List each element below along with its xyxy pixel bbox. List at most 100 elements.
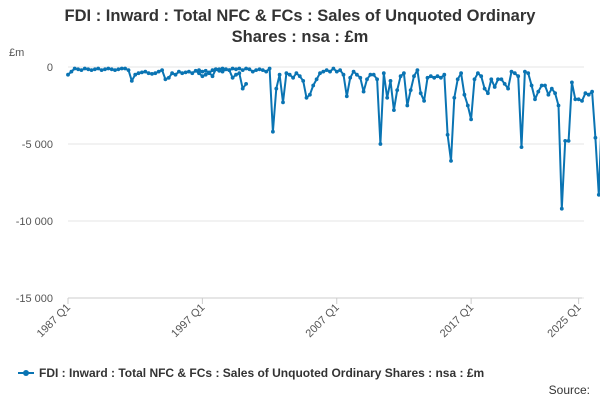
data-point[interactable] bbox=[445, 132, 450, 137]
data-point[interactable] bbox=[82, 66, 87, 71]
data-point[interactable] bbox=[106, 66, 111, 71]
data-point[interactable] bbox=[408, 88, 413, 92]
data-point[interactable] bbox=[230, 75, 235, 80]
data-point[interactable] bbox=[358, 75, 363, 80]
data-point[interactable] bbox=[546, 92, 551, 97]
data-point[interactable] bbox=[240, 68, 245, 72]
data-point[interactable] bbox=[109, 67, 114, 72]
data-point[interactable] bbox=[415, 68, 420, 72]
data-point[interactable] bbox=[156, 69, 161, 74]
data-point[interactable] bbox=[516, 74, 521, 79]
data-point[interactable] bbox=[237, 66, 242, 71]
data-point[interactable] bbox=[72, 66, 77, 71]
data-point[interactable] bbox=[143, 69, 148, 74]
data-point[interactable] bbox=[314, 77, 319, 82]
data-point[interactable] bbox=[96, 66, 101, 71]
data-point[interactable] bbox=[291, 75, 295, 80]
data-point[interactable] bbox=[99, 68, 104, 72]
data-point[interactable] bbox=[197, 71, 201, 76]
data-point[interactable] bbox=[207, 71, 212, 76]
data-point[interactable] bbox=[173, 72, 178, 77]
data-point[interactable] bbox=[230, 66, 235, 71]
data-point[interactable] bbox=[361, 89, 366, 94]
data-point[interactable] bbox=[570, 80, 574, 85]
data-point[interactable] bbox=[123, 66, 127, 71]
data-point[interactable] bbox=[449, 159, 453, 163]
data-point[interactable] bbox=[442, 72, 447, 77]
data-point[interactable] bbox=[227, 68, 232, 72]
data-point[interactable] bbox=[177, 69, 181, 74]
data-point[interactable] bbox=[425, 75, 430, 80]
data-point[interactable] bbox=[492, 85, 497, 89]
data-point[interactable] bbox=[166, 75, 171, 80]
data-point[interactable] bbox=[197, 68, 201, 72]
data-point[interactable] bbox=[499, 77, 504, 82]
data-point[interactable] bbox=[576, 97, 581, 102]
data-point[interactable] bbox=[368, 72, 373, 77]
data-point[interactable] bbox=[435, 74, 440, 79]
data-point[interactable] bbox=[318, 71, 322, 76]
data-point[interactable] bbox=[234, 67, 238, 72]
data-point[interactable] bbox=[355, 72, 359, 77]
data-point[interactable] bbox=[260, 68, 265, 72]
data-point[interactable] bbox=[412, 74, 416, 79]
data-point[interactable] bbox=[217, 67, 222, 72]
data-point[interactable] bbox=[526, 71, 531, 76]
data-point[interactable] bbox=[405, 103, 410, 108]
data-point[interactable] bbox=[247, 67, 252, 72]
data-point[interactable] bbox=[136, 71, 141, 76]
data-point[interactable] bbox=[76, 67, 80, 72]
data-point[interactable] bbox=[462, 92, 467, 97]
data-point[interactable] bbox=[220, 69, 225, 74]
data-point[interactable] bbox=[203, 68, 208, 73]
data-point[interactable] bbox=[388, 79, 393, 83]
data-point[interactable] bbox=[371, 72, 376, 77]
data-point[interactable] bbox=[244, 82, 249, 86]
data-point[interactable] bbox=[93, 67, 97, 72]
data-point[interactable] bbox=[385, 95, 390, 100]
data-point[interactable] bbox=[113, 68, 117, 72]
data-point[interactable] bbox=[506, 86, 510, 91]
data-point[interactable] bbox=[596, 192, 600, 197]
data-point[interactable] bbox=[163, 77, 168, 82]
data-point[interactable] bbox=[439, 75, 443, 80]
data-point[interactable] bbox=[180, 71, 185, 76]
data-point[interactable] bbox=[281, 100, 285, 105]
data-point[interactable] bbox=[146, 71, 151, 76]
data-point[interactable] bbox=[529, 83, 534, 88]
data-point[interactable] bbox=[428, 74, 433, 79]
data-point[interactable] bbox=[200, 74, 205, 79]
data-point[interactable] bbox=[224, 67, 228, 72]
data-point[interactable] bbox=[153, 71, 158, 76]
data-point[interactable] bbox=[334, 69, 339, 74]
data-point[interactable] bbox=[324, 68, 329, 72]
data-point[interactable] bbox=[422, 99, 426, 103]
data-point[interactable] bbox=[254, 68, 258, 72]
data-point[interactable] bbox=[331, 66, 336, 71]
data-point[interactable] bbox=[200, 69, 205, 74]
data-point[interactable] bbox=[274, 86, 279, 91]
data-point[interactable] bbox=[341, 72, 346, 77]
data-point[interactable] bbox=[559, 206, 564, 211]
data-point[interactable] bbox=[277, 72, 282, 77]
data-point[interactable] bbox=[476, 71, 480, 76]
data-point[interactable] bbox=[187, 69, 191, 74]
data-point[interactable] bbox=[237, 71, 242, 76]
data-point[interactable] bbox=[539, 83, 544, 88]
data-point[interactable] bbox=[244, 66, 249, 71]
data-point[interactable] bbox=[398, 74, 403, 79]
data-point[interactable] bbox=[119, 66, 124, 71]
data-point[interactable] bbox=[129, 79, 134, 83]
data-point[interactable] bbox=[170, 71, 175, 76]
data-point[interactable] bbox=[583, 91, 588, 96]
data-point[interactable] bbox=[365, 77, 369, 82]
data-point[interactable] bbox=[287, 72, 292, 77]
data-point[interactable] bbox=[580, 99, 584, 103]
data-point[interactable] bbox=[150, 72, 154, 76]
data-point[interactable] bbox=[264, 69, 269, 74]
data-point[interactable] bbox=[392, 108, 396, 112]
data-point[interactable] bbox=[69, 69, 74, 74]
data-point[interactable] bbox=[465, 103, 470, 108]
data-point[interactable] bbox=[213, 67, 218, 72]
data-point[interactable] bbox=[338, 68, 342, 72]
